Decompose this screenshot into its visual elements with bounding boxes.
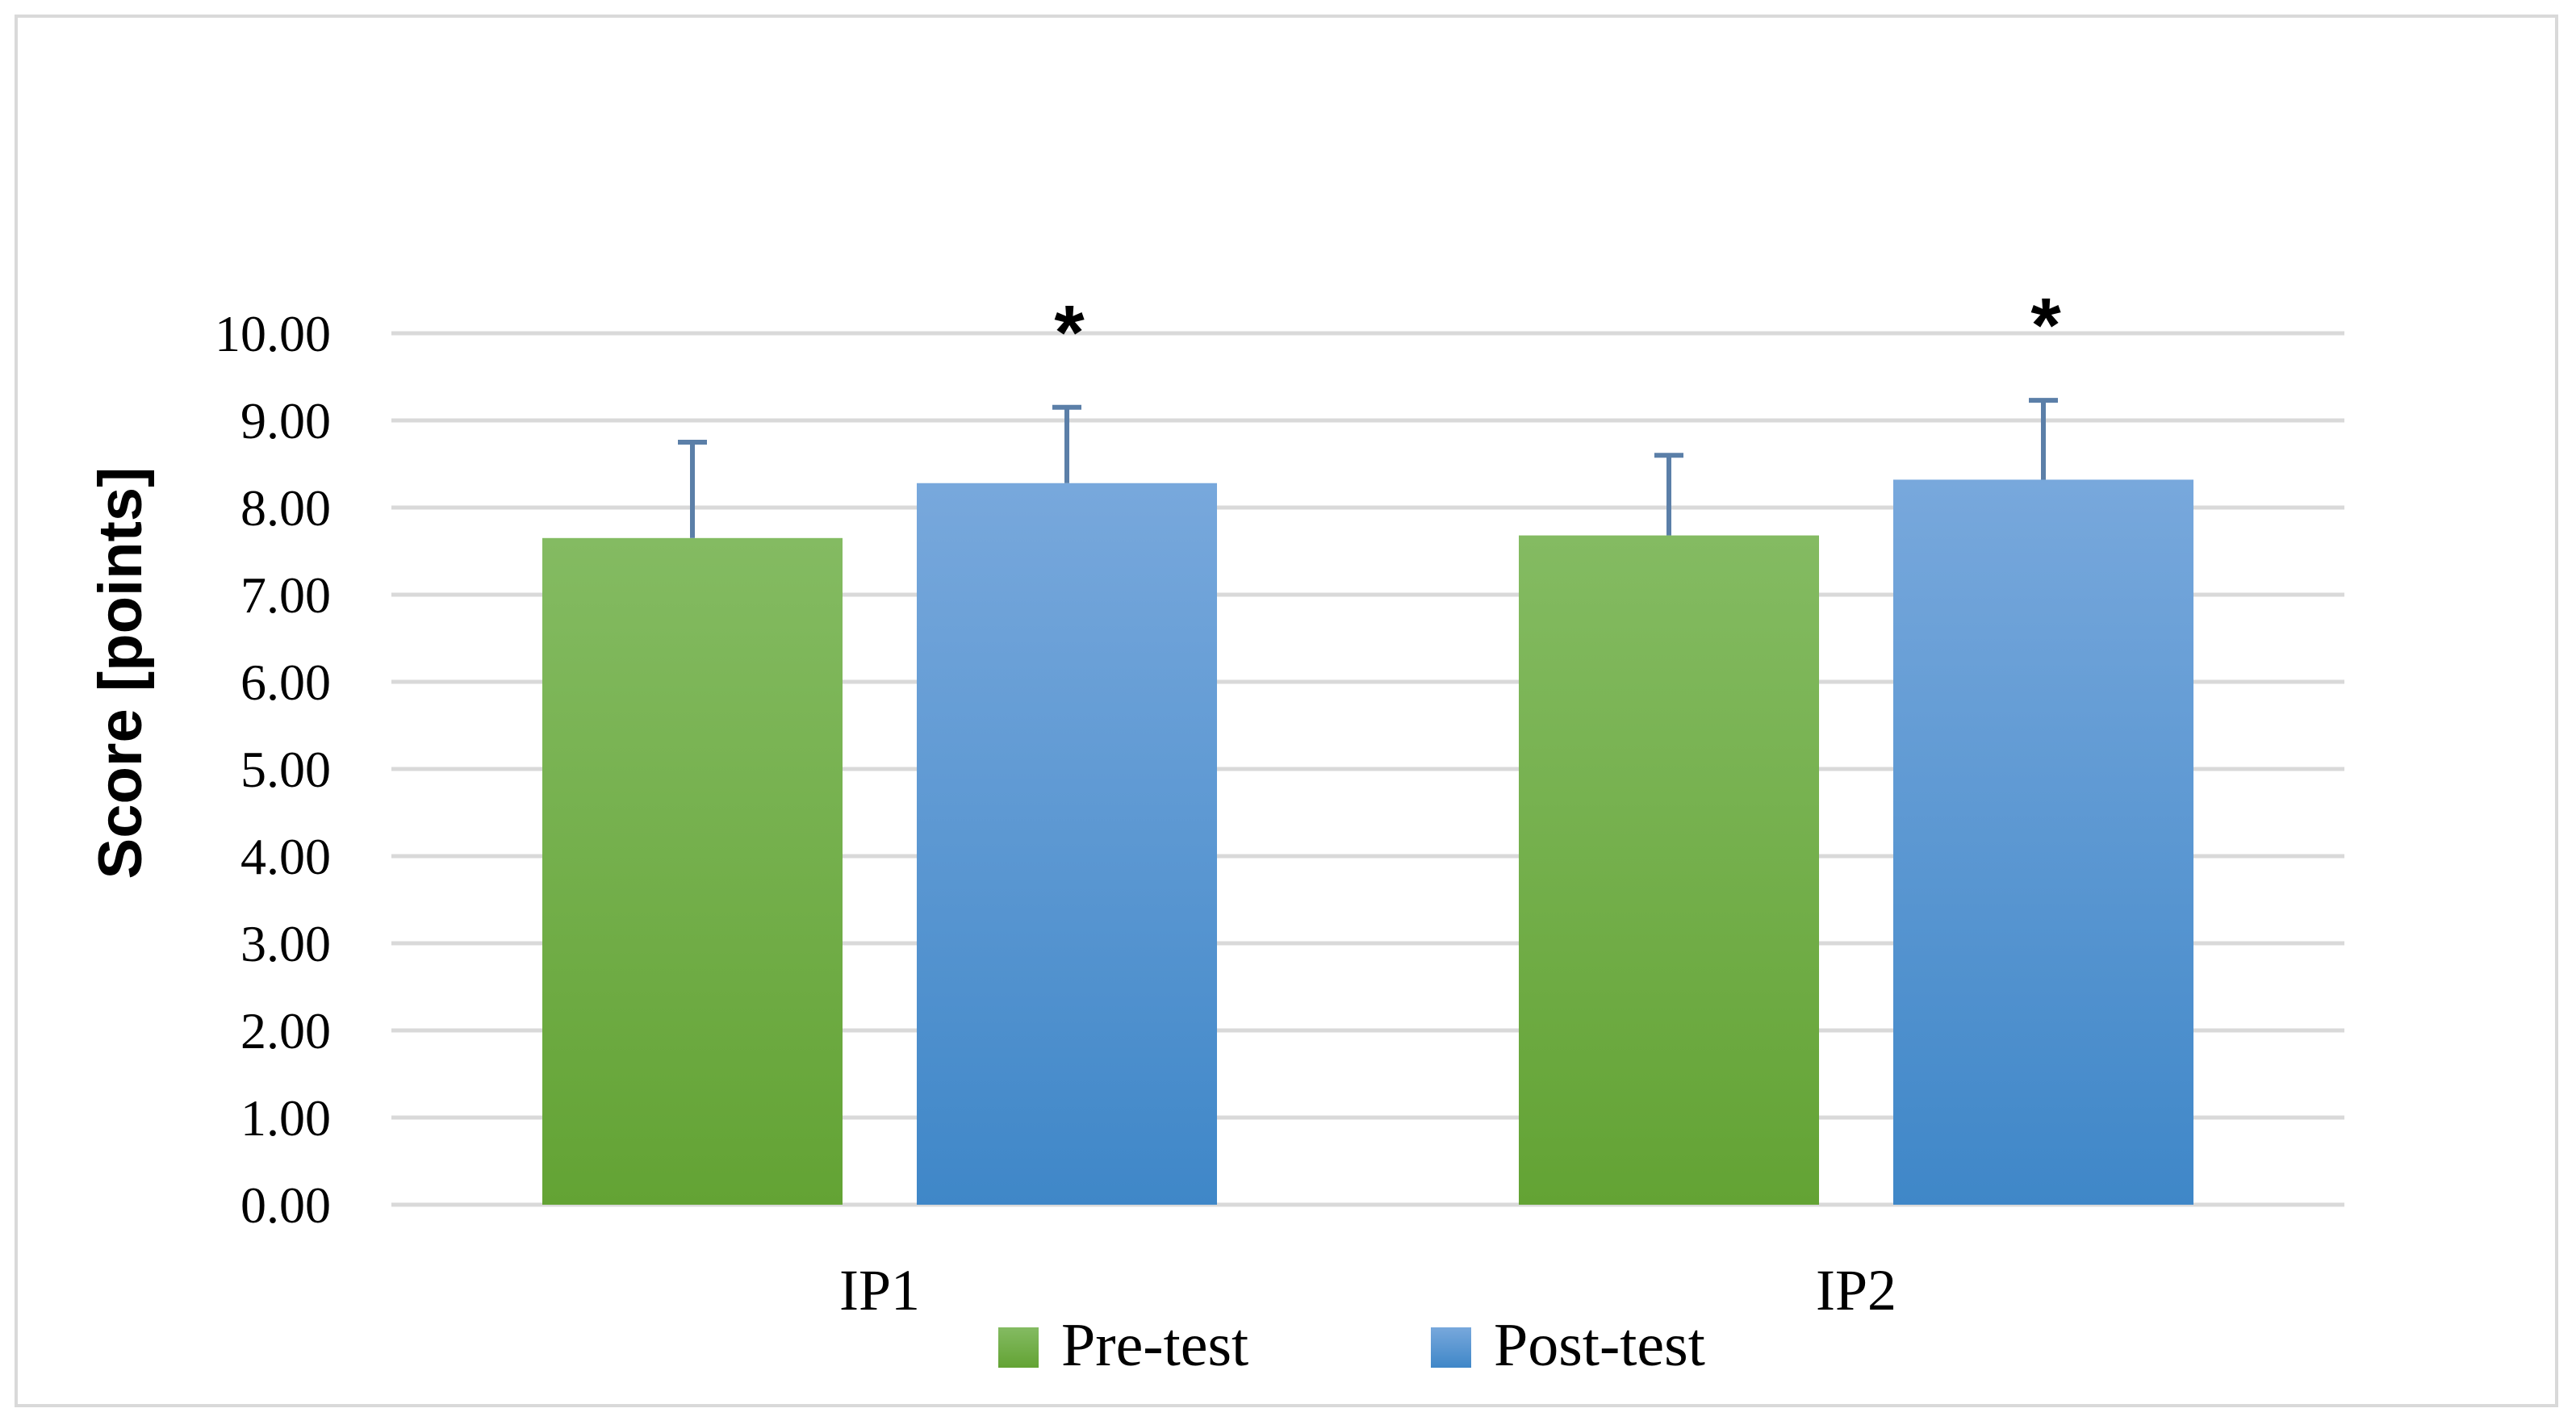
y-tick-label: 10.00 xyxy=(215,305,331,362)
y-tick-label: 1.00 xyxy=(240,1089,331,1147)
significance-asterisk: * xyxy=(1054,290,1085,376)
y-tick-label: 2.00 xyxy=(240,1002,331,1059)
legend-label: Pre-test xyxy=(1061,1311,1248,1379)
y-tick-label: 0.00 xyxy=(240,1176,331,1234)
x-category-label: IP2 xyxy=(1816,1258,1896,1323)
bar-pre-test-ip2 xyxy=(1519,535,1819,1205)
significance-marks: * * xyxy=(1054,282,2061,376)
error-bars xyxy=(678,398,2058,538)
x-category-label: IP1 xyxy=(839,1258,920,1323)
y-axis-ticks: 0.00 1.00 2.00 3.00 4.00 5.00 6.00 7.00 8.00 9.00… xyxy=(215,305,331,1234)
y-tick-label: 4.00 xyxy=(240,828,331,885)
y-tick-label: 9.00 xyxy=(240,392,331,449)
y-tick-label: 6.00 xyxy=(240,654,331,711)
legend-swatch xyxy=(998,1327,1039,1368)
y-tick-label: 5.00 xyxy=(240,741,331,798)
y-tick-label: 8.00 xyxy=(240,479,331,537)
y-tick-label: 3.00 xyxy=(240,915,331,972)
significance-asterisk: * xyxy=(2030,282,2061,369)
y-tick-label: 7.00 xyxy=(240,566,331,624)
legend-swatch xyxy=(1431,1327,1471,1368)
x-axis-categories: IP1 IP2 xyxy=(839,1258,1896,1323)
bar-post-test-ip2 xyxy=(1893,479,2193,1205)
legend-label: Post-test xyxy=(1494,1311,1705,1379)
bar-post-test-ip1 xyxy=(917,483,1217,1205)
legend: Pre-test Post-test xyxy=(998,1311,1705,1379)
bar-pre-test-ip1 xyxy=(542,537,843,1205)
bars xyxy=(542,479,2193,1205)
y-axis-title: Score [points] xyxy=(86,467,155,880)
